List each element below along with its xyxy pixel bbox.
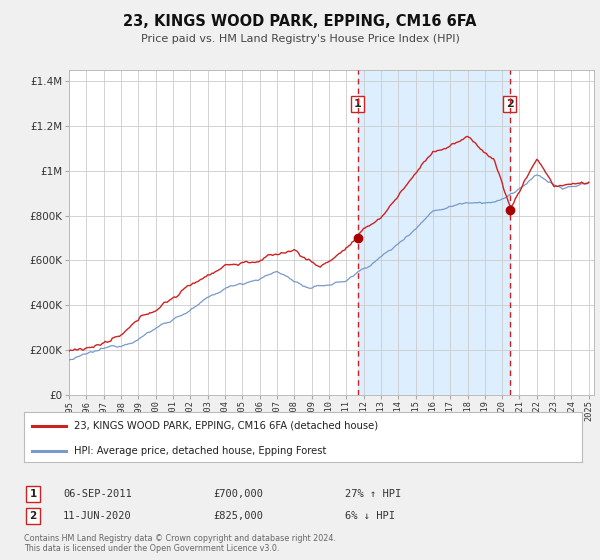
Text: Price paid vs. HM Land Registry's House Price Index (HPI): Price paid vs. HM Land Registry's House … [140, 34, 460, 44]
Text: 2: 2 [29, 511, 37, 521]
Text: HPI: Average price, detached house, Epping Forest: HPI: Average price, detached house, Eppi… [74, 446, 326, 456]
Text: 1: 1 [354, 99, 362, 109]
Text: 6% ↓ HPI: 6% ↓ HPI [345, 511, 395, 521]
Text: 2: 2 [506, 99, 514, 109]
Text: 11-JUN-2020: 11-JUN-2020 [63, 511, 132, 521]
Text: 27% ↑ HPI: 27% ↑ HPI [345, 489, 401, 499]
Text: 1: 1 [29, 489, 37, 499]
Bar [358, 70, 510, 395]
Text: 23, KINGS WOOD PARK, EPPING, CM16 6FA (detached house): 23, KINGS WOOD PARK, EPPING, CM16 6FA (d… [74, 421, 379, 431]
Text: £700,000: £700,000 [213, 489, 263, 499]
Text: £825,000: £825,000 [213, 511, 263, 521]
Text: Contains HM Land Registry data © Crown copyright and database right 2024.
This d: Contains HM Land Registry data © Crown c… [24, 534, 336, 553]
Text: 06-SEP-2011: 06-SEP-2011 [63, 489, 132, 499]
Text: 23, KINGS WOOD PARK, EPPING, CM16 6FA: 23, KINGS WOOD PARK, EPPING, CM16 6FA [123, 14, 477, 29]
